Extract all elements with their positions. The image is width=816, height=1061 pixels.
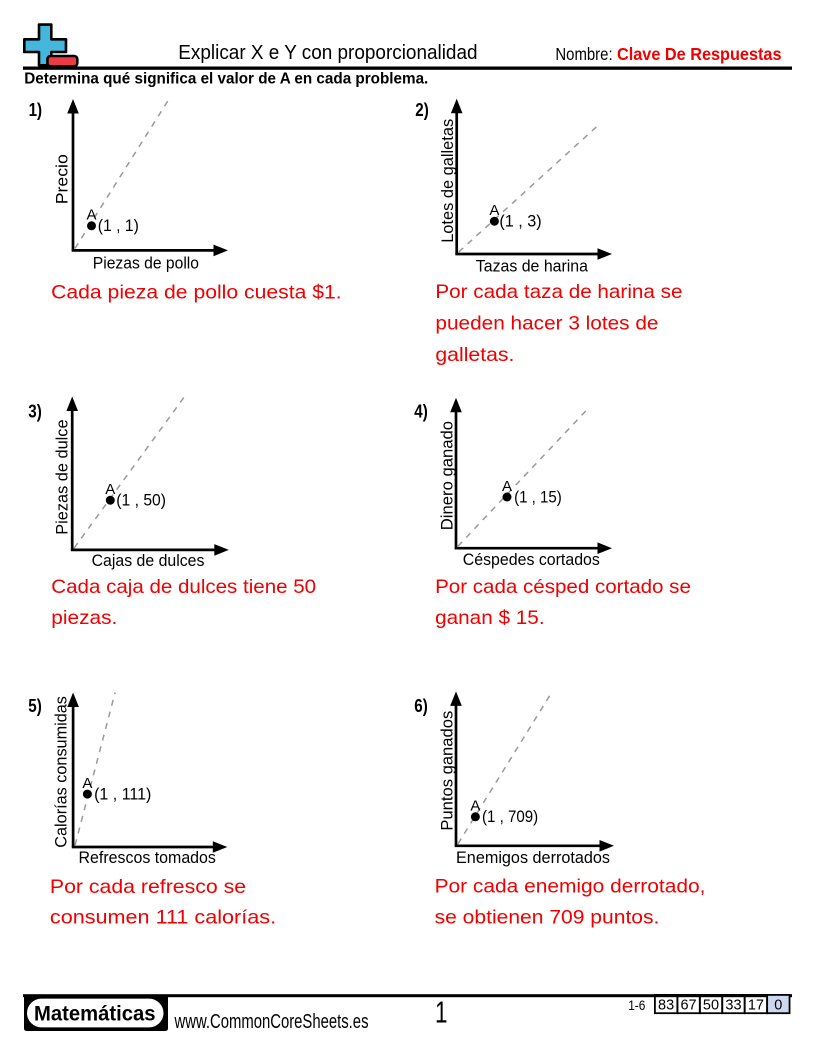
svg-text:Tazas de harina: Tazas de harina (476, 257, 589, 276)
svg-text:Por cada césped cortado se: Por cada césped cortado se (435, 576, 691, 598)
svg-text:A: A (86, 207, 96, 224)
svg-text:Por cada refresco se: Por cada refresco se (50, 876, 246, 898)
svg-text:4): 4) (414, 402, 428, 422)
svg-text:3): 3) (28, 402, 42, 422)
svg-text:Piezas de pollo: Piezas de pollo (93, 254, 199, 273)
svg-text:Cada pieza de pollo cuesta $1.: Cada pieza de pollo cuesta $1. (51, 282, 342, 304)
svg-text:(1 , 15): (1 , 15) (514, 487, 562, 506)
svg-text:1): 1) (29, 100, 42, 120)
svg-text:Cajas de dulces: Cajas de dulces (92, 551, 205, 570)
svg-text:6): 6) (414, 696, 428, 716)
svg-text:2): 2) (415, 100, 429, 120)
svg-text:83: 83 (658, 997, 674, 1013)
svg-text:67: 67 (680, 997, 696, 1013)
svg-text:1-6: 1-6 (628, 997, 645, 1013)
svg-text:A: A (105, 481, 115, 498)
svg-text:Puntos ganados: Puntos ganados (439, 711, 457, 831)
svg-text:Determina qué significa el val: Determina qué significa el valor de A en… (24, 71, 428, 88)
svg-text:Por cada enemigo derrotado,: Por cada enemigo derrotado, (435, 875, 706, 897)
svg-text:50: 50 (703, 997, 719, 1013)
svg-text:www.CommonCoreSheets.es: www.CommonCoreSheets.es (174, 1011, 369, 1033)
svg-text:(1 , 111): (1 , 111) (94, 785, 151, 804)
svg-text:Precio: Precio (54, 154, 72, 204)
svg-text:A: A (502, 478, 512, 495)
svg-text:5): 5) (28, 696, 42, 716)
svg-text:A: A (82, 775, 92, 792)
svg-text:Matemáticas: Matemáticas (34, 1003, 156, 1026)
svg-text:Cada caja de dulces tiene 50: Cada caja de dulces tiene 50 (51, 576, 316, 598)
svg-text:Céspedes cortados: Céspedes cortados (463, 550, 600, 569)
svg-text:Clave De Respuestas: Clave De Respuestas (617, 44, 782, 64)
svg-text:(1 , 709): (1 , 709) (482, 807, 538, 826)
svg-text:galletas.: galletas. (435, 344, 514, 366)
svg-text:Piezas de dulce: Piezas de dulce (54, 419, 72, 534)
svg-text:se obtienen 709 puntos.: se obtienen 709 puntos. (435, 907, 660, 929)
svg-text:1: 1 (435, 995, 448, 1030)
svg-text:Explicar X e Y con proporciona: Explicar X e Y con proporcionalidad (178, 41, 477, 64)
svg-text:Dinero ganado: Dinero ganado (439, 421, 457, 530)
svg-text:consumen 111 calorías.: consumen 111 calorías. (50, 907, 276, 929)
svg-text:Nombre:: Nombre: (555, 44, 612, 64)
svg-text:Calorías consumidas: Calorías consumidas (53, 696, 71, 848)
svg-text:Lotes de galletas: Lotes de galletas (439, 119, 457, 243)
svg-text:17: 17 (748, 997, 764, 1013)
svg-text:Enemigos derrotados: Enemigos derrotados (456, 848, 610, 867)
svg-text:(1 , 50): (1 , 50) (116, 491, 166, 510)
svg-text:0: 0 (774, 997, 782, 1013)
svg-text:A: A (489, 202, 499, 219)
svg-text:A: A (470, 798, 480, 815)
svg-text:piezas.: piezas. (51, 607, 117, 629)
svg-text:(1 , 1): (1 , 1) (98, 216, 139, 235)
svg-text:pueden hacer 3 lotes de: pueden hacer 3 lotes de (435, 313, 658, 335)
svg-text:(1 , 3): (1 , 3) (499, 212, 541, 231)
svg-text:Por cada taza de harina se: Por cada taza de harina se (435, 281, 682, 303)
svg-text:33: 33 (725, 997, 741, 1013)
svg-text:ganan $ 15.: ganan $ 15. (435, 607, 544, 629)
svg-text:Refrescos tomados: Refrescos tomados (79, 848, 216, 867)
